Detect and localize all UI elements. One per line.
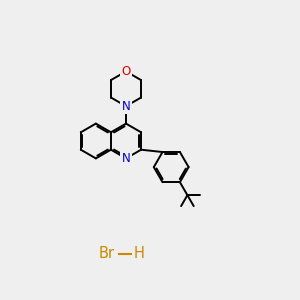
Text: H: H [134, 246, 144, 261]
Text: O: O [122, 65, 130, 78]
Text: N: N [122, 152, 130, 165]
Text: Br: Br [99, 246, 115, 261]
Text: N: N [122, 100, 130, 113]
